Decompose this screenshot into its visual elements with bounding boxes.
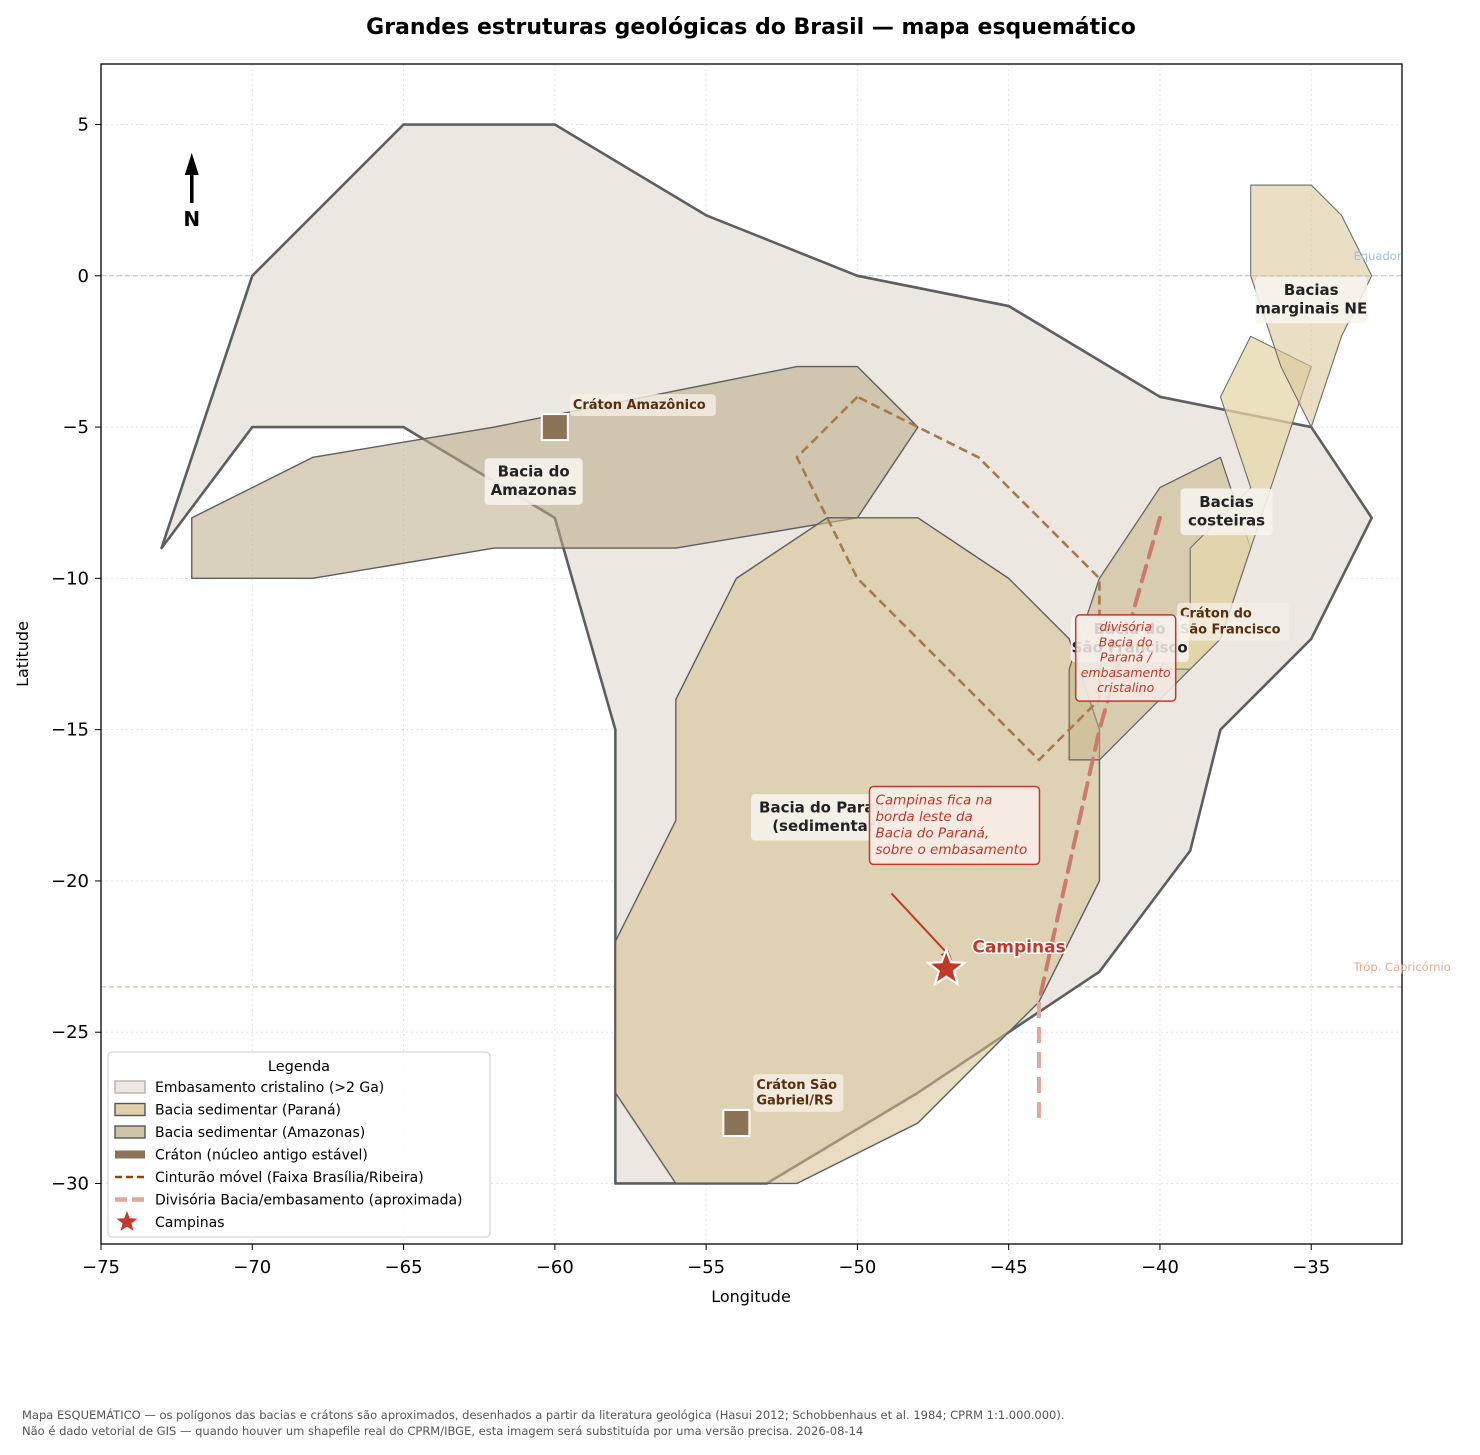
bacias-costeiras-label-box: [1180, 488, 1273, 536]
y-tick-label: −25: [51, 1022, 89, 1043]
x-tick-label: −40: [1141, 1257, 1179, 1278]
region-parana: [614, 517, 1101, 1185]
x-axis-label: Longitude: [711, 1287, 791, 1306]
craton-sao-francisco-label-text: Cráton do São Francisco: [1180, 607, 1281, 638]
y-tick-label: 5: [78, 115, 89, 136]
divisoria-note-text: divisória Bacia do Paraná / embasamento cris…: [1081, 619, 1171, 695]
x-tick-label: −35: [1292, 1257, 1330, 1278]
north-arrow: Equador Tróp. Capricórnio N: [183, 153, 1451, 974]
geologic-regions: [160, 123, 1374, 1185]
craton-sao-gabriel-marker: [722, 1108, 751, 1137]
craton-sao-gabriel-label-box: [753, 1074, 844, 1112]
x-tick-label: −75: [82, 1257, 120, 1278]
divisoria-note-box: [1074, 614, 1177, 702]
craton-sao-gabriel-label: Cráton São Gabriel/RS: [753, 1074, 844, 1112]
legend-title: Legenda: [268, 1059, 330, 1075]
legend-embasamento-label: Embasamento cristalino (>2 Ga): [155, 1080, 384, 1096]
legend-craton-label: Cráton (núcleo antigo estável): [155, 1148, 368, 1164]
campinas-note-arrow: [890, 892, 952, 958]
bacia-parana-label-text: Bacia do Paraná (sedimentar): [759, 799, 895, 835]
y-tick-label: −30: [51, 1173, 89, 1194]
legend: Legenda Embasamento cristalino (>2 Ga) Bac…: [107, 1051, 491, 1238]
legend-embasamento-swatch: [114, 1080, 146, 1094]
legend-campinas: Campinas: [116, 1211, 225, 1231]
divisoria-line: [1036, 515, 1162, 1004]
bacia-parana-label-box: [751, 794, 904, 841]
y-tick-label: −5: [62, 417, 89, 438]
geology-map: Grandes estruturas geológicas do Brasil …: [13, 15, 1451, 1306]
x-tick-label: −50: [838, 1257, 876, 1278]
bacias-costeiras-label: Bacias costeiras: [1180, 488, 1273, 536]
craton-amazonico-label: Cráton Amazônico: [569, 394, 716, 417]
craton-amazonico-label-text: Cráton Amazônico: [573, 398, 706, 413]
legend-amazonas-label: Bacia sedimentar (Amazonas): [155, 1125, 365, 1141]
legend-cinturao-label: Cinturão móvel (Faixa Brasília/Ribeira): [155, 1170, 424, 1186]
x-tick-label: −45: [990, 1257, 1028, 1278]
x-tick-label: −65: [385, 1257, 423, 1278]
y-axis-label: Latitude: [13, 621, 32, 687]
bacia-amazonas-label-text: Bacia do Amazonas: [491, 463, 577, 499]
y-tick-label: −15: [51, 720, 89, 741]
legend-parana-label: Bacia sedimentar (Paraná): [155, 1103, 341, 1119]
bacias-marginais-label-text: Bacias marginais NE: [1255, 281, 1367, 317]
legend-divisoria-label: Divisória Bacia/embasamento (aproximada): [155, 1193, 463, 1209]
campinas-star: [925, 946, 968, 987]
divisoria-note: divisória Bacia do Paraná / embasamento cris…: [1074, 614, 1177, 702]
campinas-legend-star-icon: [116, 1211, 138, 1231]
legend-box: [107, 1051, 491, 1238]
legend-divisoria: Divisória Bacia/embasamento (aproximada): [115, 1193, 463, 1209]
campinas-note-text: Campinas fica na borda leste da Bacia do P…: [875, 793, 1027, 858]
equator-label: Equador: [1354, 249, 1402, 263]
legend-amazonas: Bacia sedimentar (Amazonas): [114, 1125, 365, 1141]
tropic-label: Tróp. Capricórnio: [1353, 960, 1451, 974]
campinas-label: Campinas: [972, 938, 1065, 958]
legend-cinturao: Cinturão móvel (Faixa Brasília/Ribeira): [115, 1170, 424, 1186]
campinas-note: Campinas fica na borda leste da Bacia do P…: [868, 785, 1041, 866]
bacias-costeiras-label-text: Bacias costeiras: [1188, 493, 1265, 529]
craton-amazonico-marker: [540, 413, 569, 442]
axes: −75 −70 −65 −60 −55 −50 −45 −40 −35 5 0 −5 −10 −15 −20…: [51, 63, 1403, 1278]
bacia-parana-label: Bacia do Paraná (sedimentar): [751, 794, 904, 841]
legend-campinas-label: Campinas: [155, 1215, 225, 1231]
map-title: Grandes estruturas geológicas do Brasil …: [366, 15, 1136, 40]
y-tick-label: −20: [51, 871, 89, 892]
footnote-line-2: Não é dado vetorial de GIS — quando houv…: [22, 1424, 864, 1438]
legend-parana: Bacia sedimentar (Paraná): [114, 1102, 341, 1119]
craton-amazonico-label-box: [569, 394, 716, 417]
x-tick-label: −60: [536, 1257, 574, 1278]
legend-embasamento: Embasamento cristalino (>2 Ga): [114, 1080, 384, 1096]
craton-sao-francisco-label-box: [1176, 602, 1289, 641]
bacia-amazonas-label: Bacia do Amazonas: [484, 458, 583, 505]
x-tick-label: −70: [233, 1257, 271, 1278]
bacias-marginais-label: Bacias marginais NE: [1255, 276, 1368, 324]
plot-frame: [100, 63, 1403, 1245]
y-tick-label: 0: [78, 266, 89, 287]
craton-sao-gabriel-label-text: Cráton São Gabriel/RS: [756, 1078, 837, 1109]
bacia-amazonas-label-box: [484, 458, 583, 505]
legend-craton: Cráton (núcleo antigo estável): [115, 1148, 368, 1164]
annotations: Campinas fica na borda leste da Bacia do P…: [868, 614, 1177, 961]
campinas-note-box: [868, 785, 1041, 866]
cratons: Cráton Amazônico Cráton São Gabriel/RS Crát…: [540, 394, 1289, 1137]
legend-craton-swatch: [115, 1150, 145, 1159]
legend-parana-swatch: [114, 1102, 146, 1117]
bacias-marginais-label-box: [1255, 276, 1368, 324]
legend-amazonas-swatch: [114, 1125, 146, 1139]
y-tick-label: −10: [51, 568, 89, 589]
footnote-line-1: Mapa ESQUEMÁTICO — os polígonos das baci…: [22, 1408, 1065, 1422]
north-arrow-icon: [184, 153, 199, 176]
craton-sao-francisco-label: Cráton do São Francisco: [1176, 602, 1289, 641]
x-tick-label: −55: [687, 1257, 725, 1278]
campinas-marker: Campinas: [925, 936, 1067, 987]
north-label: N: [183, 207, 200, 231]
